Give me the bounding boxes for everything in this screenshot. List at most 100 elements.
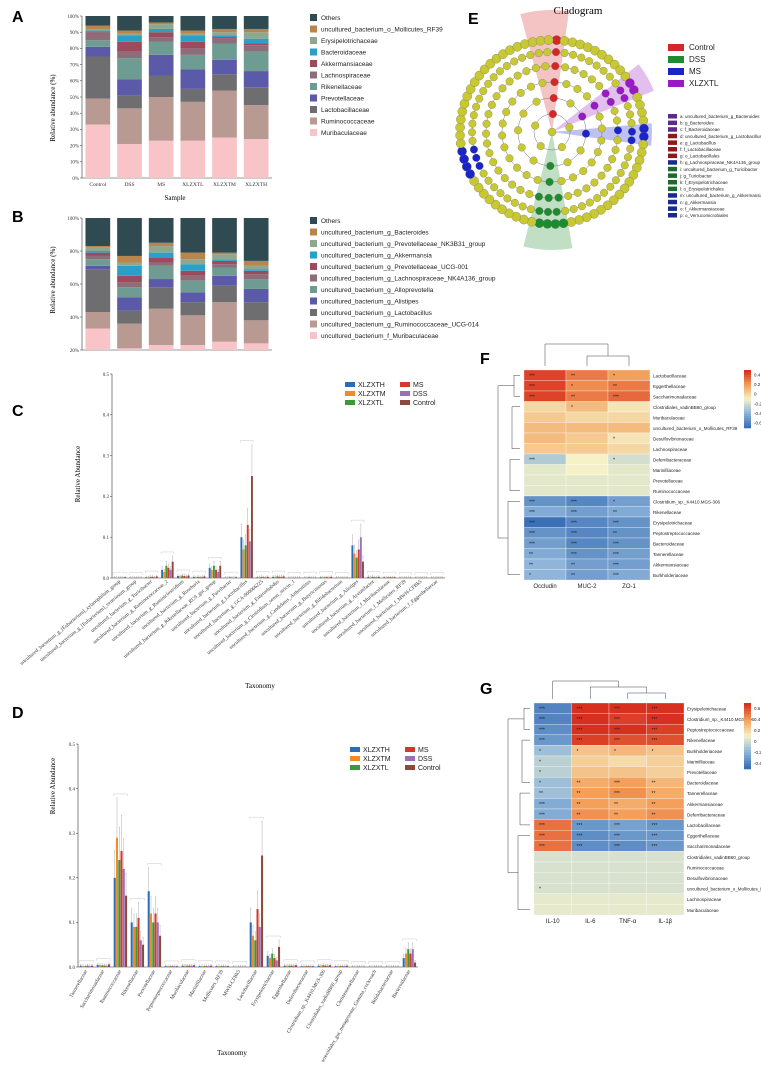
bar-segment (85, 246, 110, 248)
bar (324, 577, 326, 578)
bar-segment (85, 218, 110, 246)
legend-swatch (668, 56, 684, 63)
bar-segment (85, 34, 110, 40)
legend-swatch (310, 263, 317, 270)
heatmap-row-label: Burkholderiaceae (653, 573, 689, 578)
taxon-node (600, 189, 608, 197)
scale-segment (744, 731, 751, 734)
taxon-node (542, 63, 550, 71)
heatmap-cell (608, 402, 650, 413)
root-node (548, 128, 556, 136)
significance-mark: ** (652, 791, 656, 797)
heatmap-cell (572, 767, 610, 778)
taxon-node (511, 199, 519, 207)
bar-segment (244, 29, 269, 32)
taxon-node (582, 130, 590, 138)
taxon-node (574, 85, 582, 93)
bar-segment (244, 16, 269, 29)
significance-mark: *** (614, 717, 620, 723)
taxon-node (598, 125, 606, 133)
legend-label: Ruminococcaceae (321, 119, 375, 126)
heatmap-row-label: Lactobacillaceae (653, 373, 687, 378)
scale-segment (744, 385, 751, 388)
bar (383, 577, 385, 578)
taxa-label: m: uncultured_bacterium_g_Akkermansia (680, 193, 761, 198)
bar (131, 922, 133, 967)
taxon-node (614, 127, 622, 135)
bar (392, 577, 394, 578)
bar (252, 936, 254, 967)
bar (104, 966, 106, 967)
bar-segment (149, 243, 174, 246)
bar (335, 966, 337, 967)
x-tick-label: XLZXTM (213, 182, 236, 188)
taxon-node (537, 142, 545, 150)
heatmap-cell (609, 873, 647, 884)
taxon-node (626, 111, 634, 119)
heatmap-row-label: Desulfovibrionaceae (653, 436, 694, 441)
significance-bracket (301, 961, 315, 963)
taxon-node (476, 162, 484, 170)
bar (82, 966, 84, 967)
taxa-label: a: uncultured_bacterium_g_Bacteroides (680, 114, 760, 119)
bar (278, 947, 280, 967)
legend-label: uncultured_bacterium_g_Ruminococcaceae_U… (321, 322, 479, 329)
taxon-node (501, 144, 509, 152)
heatmap-row-label: Bacteroidaceae (687, 781, 719, 786)
significance-mark: *** (614, 706, 620, 712)
bar (161, 570, 163, 578)
heatmap-row-label: Akkermansiaceae (653, 562, 689, 567)
taxa-label: h: g_Lachnospiraceae_NK4A136_group (680, 160, 761, 165)
taxon-node (470, 111, 478, 119)
bar-segment (85, 256, 110, 259)
heatmap-cell (566, 423, 608, 434)
row-dendrogram (508, 501, 520, 575)
bar (211, 570, 213, 578)
taxa-swatch (668, 154, 677, 159)
legend-label: uncultured_bacterium_g_Bacteroides (321, 230, 429, 237)
significance-mark: *** (613, 394, 619, 400)
scale-segment (744, 720, 751, 723)
x-tick-label: XLZXTL (182, 182, 204, 188)
bar-segment (149, 246, 174, 253)
legend-swatch (310, 229, 317, 236)
bar-segment (149, 253, 174, 258)
taxa-swatch (668, 127, 677, 132)
bar-segment (180, 218, 205, 253)
bar (181, 576, 183, 578)
bar (168, 568, 170, 578)
y-tick-label: 0.1 (69, 921, 76, 926)
significance-mark: *** (539, 823, 545, 829)
bar (243, 549, 245, 578)
legend-swatch (345, 391, 355, 396)
legend-label: XLZXTL (358, 400, 384, 407)
bar (114, 878, 116, 967)
bar (186, 966, 188, 967)
y-tick-label: 0.2 (69, 877, 76, 882)
legend-label: Erysipelotrichaceae (321, 38, 378, 45)
taxon-node (480, 170, 488, 178)
taxon-node (552, 36, 561, 45)
heatmap-cell (572, 883, 610, 894)
bar (254, 940, 256, 967)
taxon-node (614, 136, 622, 144)
bar (184, 966, 186, 967)
row-dendrogram (512, 407, 520, 449)
x-tick-label: Control (89, 182, 106, 188)
bar (170, 570, 172, 578)
bar-segment (212, 16, 237, 29)
row-dendrogram (520, 793, 530, 825)
bar (208, 966, 210, 967)
taxa-swatch (668, 121, 677, 126)
bar (261, 577, 263, 578)
heatmap-row-label: Deferribacteraceae (687, 812, 726, 817)
bar (318, 966, 320, 967)
panel-a-ylabel: Relative abundance (%) (49, 74, 57, 142)
bar (154, 577, 156, 578)
significance-bracket (114, 572, 127, 574)
taxon-node (591, 179, 599, 187)
legend-label: MS (418, 747, 429, 754)
significance-bracket (216, 961, 230, 963)
bar (403, 958, 405, 967)
